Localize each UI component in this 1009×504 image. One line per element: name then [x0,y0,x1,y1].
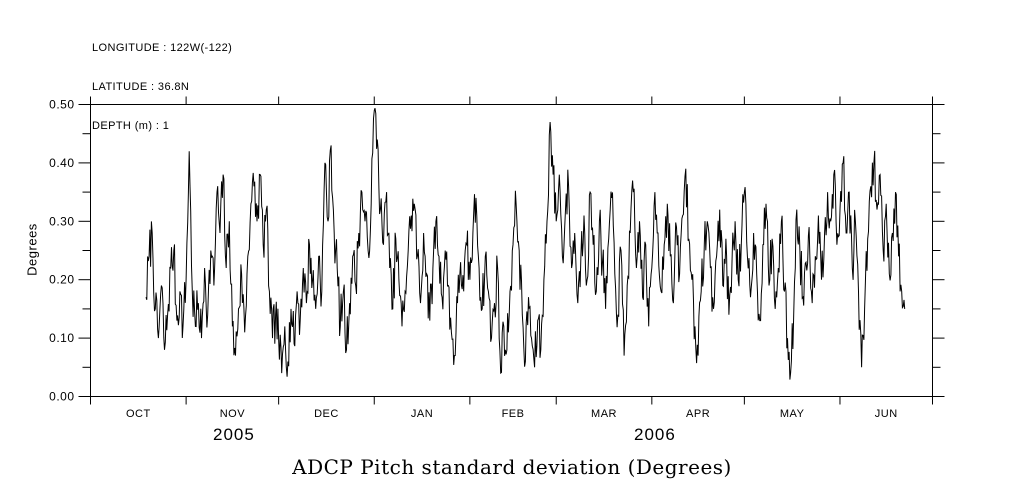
month-label: JUN [875,408,898,420]
plot-frame [90,104,933,397]
y-tick-label: 0.40 [49,156,74,170]
month-label: JAN [411,408,433,420]
month-label: MAR [591,408,617,420]
pitch-std-series-line [145,108,906,380]
month-label: APR [686,408,710,420]
y-axis-label: Degrees [24,223,40,276]
depth-label: DEPTH (m) : 1 [92,120,170,132]
y-tick-label: 0.30 [49,214,74,228]
year-label: 2005 [213,425,255,444]
y-tick-label: 0.20 [49,273,74,287]
month-label: FEB [502,408,525,420]
chart-title: ADCP Pitch standard deviation (Degrees) [292,455,732,479]
year-label: 2006 [634,425,676,444]
longitude-label: LONGITUDE : 122W(-122) [92,42,233,54]
month-label: NOV [220,408,246,420]
month-label: DEC [314,408,339,420]
y-tick-label: 0.10 [49,331,74,345]
station-metadata: LONGITUDE : 122W(-122) LATITUDE : 36.8N … [92,16,232,159]
y-tick-label: 0.50 [49,98,74,112]
y-tick-label: 0.00 [49,390,74,404]
latitude-label: LATITUDE : 36.8N [92,81,190,93]
month-label: MAY [780,408,805,420]
month-label: OCT [126,408,151,420]
